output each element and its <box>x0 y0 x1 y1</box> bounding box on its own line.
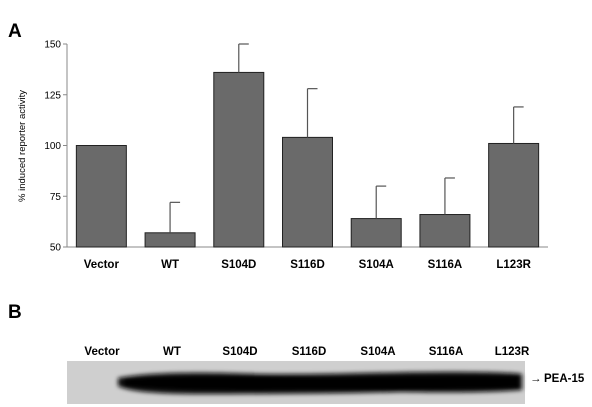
y-tick-label: 50 <box>50 243 62 254</box>
bar-s104a <box>350 218 402 248</box>
bar-s116a <box>419 214 471 248</box>
y-axis-label: % induced reporter activity <box>17 90 28 202</box>
x-tick-label: S116D <box>290 259 325 271</box>
y-tick-label: 100 <box>44 141 61 152</box>
x-tick-label: S104D <box>221 259 256 271</box>
x-tick-label: L123R <box>496 259 531 271</box>
lane-label: Vector <box>84 346 120 358</box>
x-tick-label: S116A <box>428 259 463 271</box>
bar-s116d <box>282 136 333 248</box>
x-tick-label: S104A <box>359 259 394 271</box>
lane-label: WT <box>163 346 181 358</box>
lane-label: S104A <box>360 346 395 358</box>
x-tick-label: Vector <box>84 259 120 271</box>
y-tick-label: 75 <box>50 192 62 203</box>
band-arrow: → <box>530 373 542 385</box>
panel-a-letter: A <box>8 21 22 42</box>
band-label: PEA-15 <box>544 373 585 385</box>
lane-label: S104D <box>222 346 257 358</box>
pea15-band-core <box>125 376 518 390</box>
western-blot: Vector WT S104D S116D S104A S116A L123R → PEA-… <box>67 346 585 404</box>
lane-label: L123R <box>495 346 530 358</box>
y-tick-label: 150 <box>44 40 61 51</box>
lane-label: S116D <box>292 346 327 358</box>
bar-chart: 50 75 100 125 150 Vector WT S104D S116D S104A S11… <box>44 40 548 271</box>
bar-s104d <box>213 71 265 248</box>
bar-l123r <box>488 142 540 248</box>
lane-label: S116A <box>429 346 464 358</box>
x-tick-label: WT <box>161 259 179 271</box>
bar-wt <box>144 232 196 248</box>
bar-vector <box>75 145 127 248</box>
panel-b-letter: B <box>8 302 22 323</box>
y-tick-label: 125 <box>44 90 61 101</box>
